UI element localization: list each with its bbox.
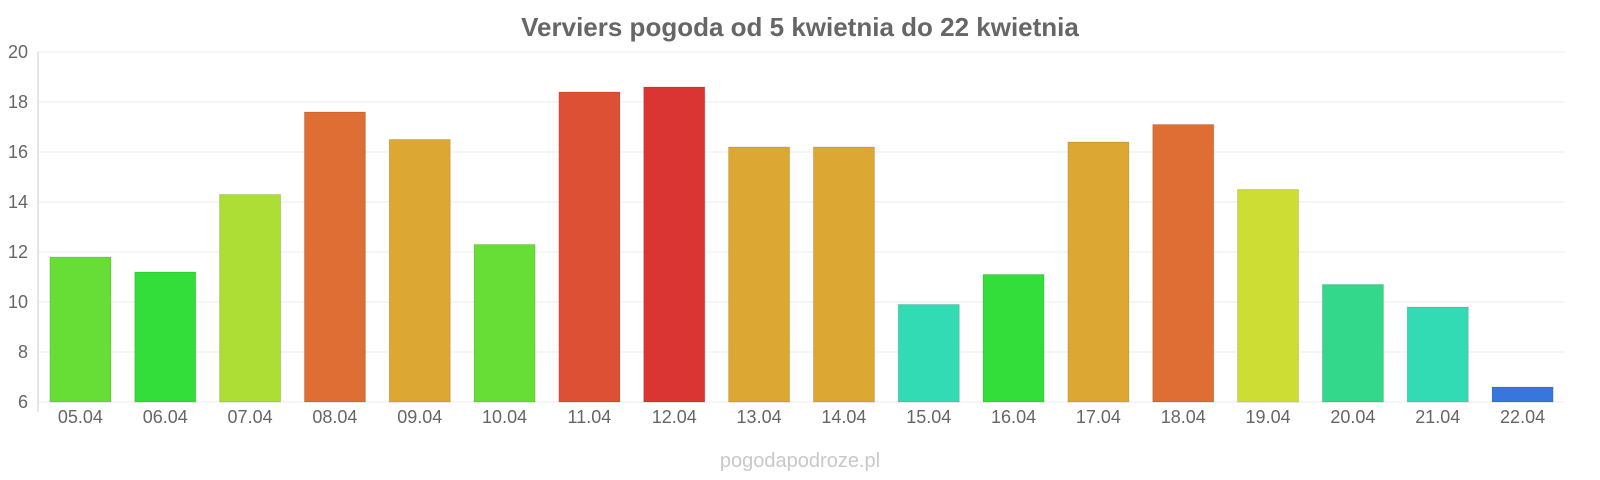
bar-08.04 (303, 111, 366, 403)
bar-11.04 (558, 91, 621, 403)
x-tick-label: 10.04 (482, 407, 527, 427)
bar-21.04 (1406, 306, 1469, 403)
bar-07.04 (219, 194, 282, 403)
x-tick-label: 15.04 (906, 407, 951, 427)
x-tick-label: 11.04 (568, 407, 612, 427)
y-tick-labels: 6 8 10 12 14 16 18 20 (8, 42, 28, 412)
y-tick-label: 10 (8, 292, 28, 312)
bar-22.04 (1491, 386, 1554, 403)
bar-18.04 (1152, 124, 1215, 403)
bar-19.04 (1237, 189, 1300, 403)
x-tick-labels: 05.04 06.04 07.04 08.04 09.04 10.04 11.04 12.04… (58, 407, 1545, 427)
x-tick-label: 08.04 (312, 407, 357, 427)
x-tick-label: 09.04 (397, 407, 442, 427)
x-tick-label: 12.04 (652, 407, 697, 427)
bar-16.04 (982, 274, 1045, 403)
x-tick-label: 18.04 (1161, 407, 1206, 427)
x-tick-label: 06.04 (143, 407, 188, 427)
grid-lines (38, 51, 1565, 403)
y-tick-label: 14 (8, 192, 28, 212)
y-tick-label: 6 (18, 392, 28, 412)
chart-title: Verviers pogoda od 5 kwietnia do 22 kwie… (521, 12, 1079, 42)
watermark: pogodapodroze.pl (720, 450, 880, 472)
bar-06.04 (134, 271, 197, 403)
bar-17.04 (1067, 141, 1130, 403)
bars (49, 86, 1554, 403)
x-tick-label: 14.04 (821, 407, 866, 427)
x-tick-label: 21.04 (1415, 407, 1460, 427)
x-tick-label: 16.04 (991, 407, 1036, 427)
bar-15.04 (897, 304, 960, 403)
y-tick-label: 12 (8, 242, 28, 262)
x-tick-label: 22.04 (1500, 407, 1545, 427)
x-tick-label: 17.04 (1076, 407, 1121, 427)
x-tick-label: 20.04 (1330, 407, 1375, 427)
x-tick-label: 05.04 (58, 407, 103, 427)
bar-20.04 (1321, 284, 1384, 403)
y-tick-label: 20 (8, 42, 28, 62)
bar-14.04 (812, 146, 875, 403)
y-tick-label: 16 (8, 142, 28, 162)
x-tick-label: 07.04 (228, 407, 273, 427)
bar-10.04 (473, 244, 536, 403)
y-tick-label: 18 (8, 92, 28, 112)
bar-12.04 (643, 86, 706, 403)
bar-09.04 (388, 139, 451, 403)
bar-13.04 (728, 146, 791, 403)
y-tick-label: 8 (18, 342, 28, 362)
x-tick-label: 19.04 (1246, 407, 1291, 427)
x-tick-label: 13.04 (737, 407, 782, 427)
bar-05.04 (49, 256, 112, 403)
